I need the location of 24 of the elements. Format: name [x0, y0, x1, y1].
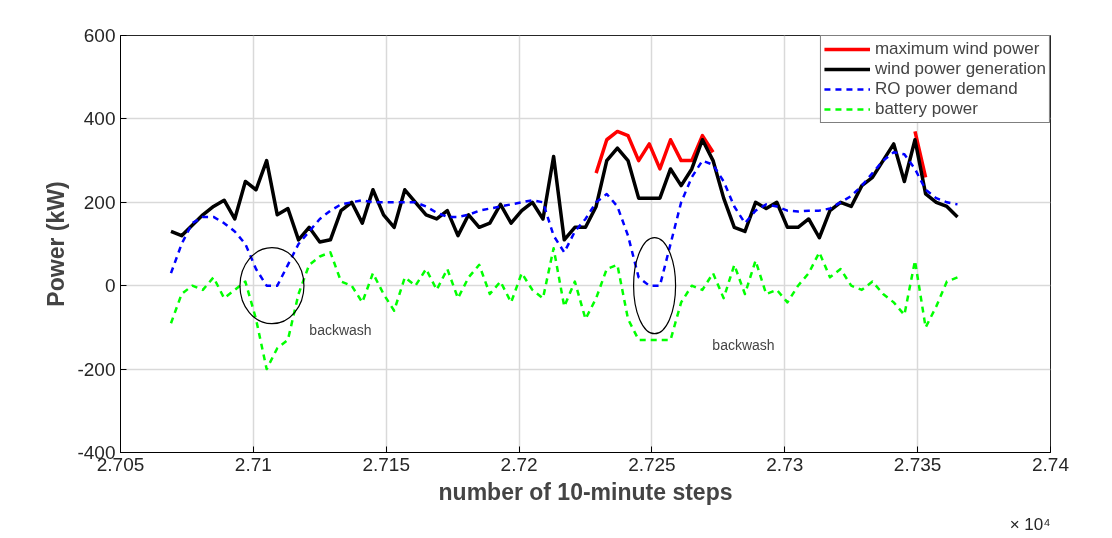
- y-tick-label: 0: [104, 275, 116, 297]
- x-tick-label: 2.725: [628, 453, 676, 475]
- line-series: [169, 246, 959, 371]
- y-tick-label: 200: [83, 191, 116, 213]
- y-tick-label: -200: [77, 358, 116, 380]
- x-tick-label: 2.71: [234, 453, 272, 475]
- x-tick-label: 2.715: [362, 453, 410, 475]
- x-tick-label: 2.73: [766, 453, 804, 475]
- legend-label: battery power: [874, 99, 978, 119]
- y-tick-label: 400: [83, 108, 116, 130]
- x-tick-label: 2.72: [500, 453, 538, 475]
- x-tick-label: 2.735: [893, 453, 942, 475]
- legend-label: wind power generation: [874, 59, 1046, 79]
- line-series: [169, 138, 960, 244]
- x-tick-label: 2.74: [1032, 453, 1070, 475]
- y-axis-title: Power (kW): [43, 181, 70, 307]
- x-axis-title: number of 10-minute steps: [438, 478, 733, 505]
- line-series: [169, 151, 959, 287]
- annotation: backwash: [309, 321, 372, 338]
- legend-label: RO power demand: [874, 79, 1018, 99]
- y-tick-label: 600: [83, 25, 116, 46]
- legend-label: maximum wind power: [874, 39, 1040, 59]
- text: × 10⁴: [1009, 514, 1051, 534]
- annotation: backwash: [712, 336, 775, 353]
